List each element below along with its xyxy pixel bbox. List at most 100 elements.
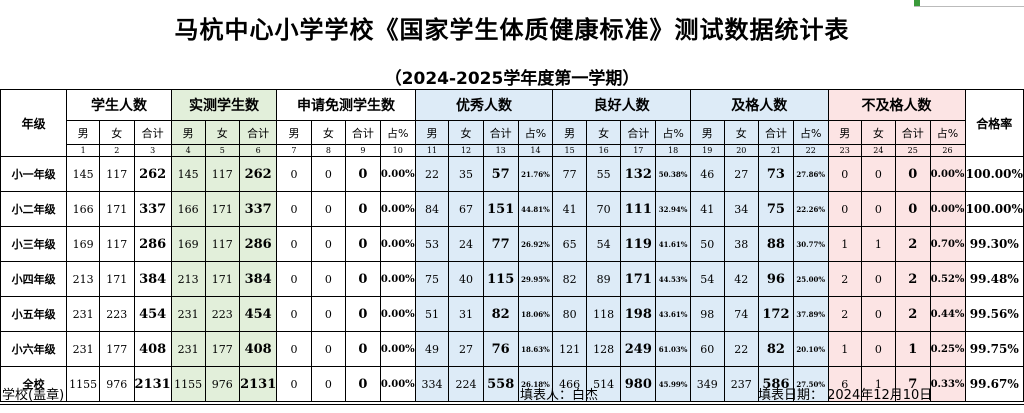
students-cell: 213 [66, 261, 101, 297]
fail-cell: 6 [827, 366, 862, 402]
column-number: 11 [414, 144, 450, 157]
students-cell: 231 [66, 331, 101, 367]
students-cell: 117 [99, 156, 135, 192]
subheader-cell: 男 [689, 120, 725, 145]
exempt-cell: 0 [345, 331, 381, 367]
fail-cell: 0.52% [929, 261, 966, 297]
exempt-cell: 0 [276, 366, 312, 402]
excellent-cell: 44.81% [517, 191, 554, 227]
tested-cell: 231 [170, 296, 206, 332]
good-cell: 128 [585, 331, 622, 367]
table-row: 小六年级 231 177 408 231 177 408 0 0 0 0.00% 49 27 76 18.6… [0, 331, 1024, 367]
excellent-cell: 57 [482, 156, 519, 192]
fail-cell: 7 [894, 366, 931, 402]
pass-rate-cell: 100.00% [964, 156, 1024, 192]
excellent-cell: 115 [482, 261, 519, 297]
subheader-cell: 合计 [345, 120, 381, 145]
good-cell: 41.61% [655, 226, 691, 262]
exempt-cell: 0 [310, 296, 347, 332]
header-group-fail: 不及格人数 [827, 89, 966, 121]
exempt-cell: 0.00% [379, 226, 416, 262]
tested-cell: 2131 [239, 366, 278, 402]
tested-cell: 145 [170, 156, 206, 192]
pass-cell: 54 [689, 261, 725, 297]
pass-cell: 46 [689, 156, 725, 192]
tested-cell: 166 [170, 191, 206, 227]
column-number: 10 [379, 144, 416, 157]
grade-label: 小四年级 [0, 261, 68, 297]
excellent-cell: 26.18% [517, 366, 554, 402]
column-number: 15 [552, 144, 587, 157]
fail-cell: 2 [827, 296, 862, 332]
table-row: 小三年级 169 117 286 169 117 286 0 0 0 0.00% 53 24 77 26.9… [0, 226, 1024, 262]
students-cell: 454 [133, 296, 172, 332]
exempt-cell: 0 [310, 156, 347, 192]
fail-cell: 0 [894, 156, 931, 192]
fail-cell: 1 [860, 366, 896, 402]
grade-label: 小五年级 [0, 296, 68, 332]
grade-label: 小一年级 [0, 156, 68, 192]
footer-school: 学校(盖章) [2, 388, 65, 403]
good-cell: 32.94% [655, 191, 691, 227]
fail-cell: 0.00% [929, 156, 966, 192]
tested-cell: 384 [239, 261, 278, 297]
pass-cell: 50 [689, 226, 725, 262]
column-number: 2 [99, 144, 135, 157]
subheader-cell: 女 [723, 120, 760, 145]
pass-cell: 73 [758, 156, 794, 192]
pass-cell: 75 [758, 191, 794, 227]
header-group-tested: 实测学生数 [170, 89, 278, 121]
good-cell: 70 [585, 191, 622, 227]
subheader-cell: 合计 [758, 120, 794, 145]
excellent-cell: 22 [414, 156, 450, 192]
fail-cell: 0 [860, 156, 896, 192]
subheader-cell: 占% [379, 120, 416, 145]
grade-label: 小二年级 [0, 191, 68, 227]
tested-cell: 408 [239, 331, 278, 367]
subheader-cell: 合计 [133, 120, 172, 145]
page-title: 马杭中心小学学校《国家学生体质健康标准》测试数据统计表 [174, 16, 850, 44]
column-number: 25 [894, 144, 931, 157]
excellent-cell: 29.95% [517, 261, 554, 297]
fail-cell: 2 [894, 296, 931, 332]
students-cell: 262 [133, 156, 172, 192]
students-cell: 976 [99, 366, 135, 402]
pass-cell: 34 [723, 191, 760, 227]
tested-cell: 117 [204, 156, 241, 192]
fail-cell: 0 [860, 296, 896, 332]
fail-cell: 0 [860, 261, 896, 297]
exempt-cell: 0 [345, 296, 381, 332]
column-number: 18 [655, 144, 691, 157]
subheader-cell: 女 [310, 120, 347, 145]
pass-cell: 22 [723, 331, 760, 367]
column-number: 12 [448, 144, 484, 157]
column-number: 1 [66, 144, 101, 157]
good-cell: 43.61% [655, 296, 691, 332]
tested-cell: 454 [239, 296, 278, 332]
students-cell: 408 [133, 331, 172, 367]
pass-cell: 27.86% [792, 156, 829, 192]
grade-label: 全校 [0, 366, 68, 402]
column-number: 6 [239, 144, 278, 157]
good-cell: 41 [552, 191, 587, 227]
fail-cell: 0 [827, 156, 862, 192]
column-number: 19 [689, 144, 725, 157]
good-cell: 50.38% [655, 156, 691, 192]
students-cell: 223 [99, 296, 135, 332]
excellent-cell: 82 [482, 296, 519, 332]
subheader-cell: 男 [414, 120, 450, 145]
pass-cell: 30.77% [792, 226, 829, 262]
column-number: 22 [792, 144, 829, 157]
students-cell: 231 [66, 296, 101, 332]
fail-cell: 0.33% [929, 366, 966, 402]
excellent-cell: 76 [482, 331, 519, 367]
column-number: 17 [620, 144, 657, 157]
subheader-cell: 男 [66, 120, 101, 145]
exempt-cell: 0 [310, 366, 347, 402]
subheader-cell: 男 [827, 120, 862, 145]
excellent-cell: 77 [482, 226, 519, 262]
exempt-cell: 0 [345, 191, 381, 227]
exempt-cell: 0 [310, 261, 347, 297]
exempt-cell: 0 [276, 191, 312, 227]
column-number: 23 [827, 144, 862, 157]
